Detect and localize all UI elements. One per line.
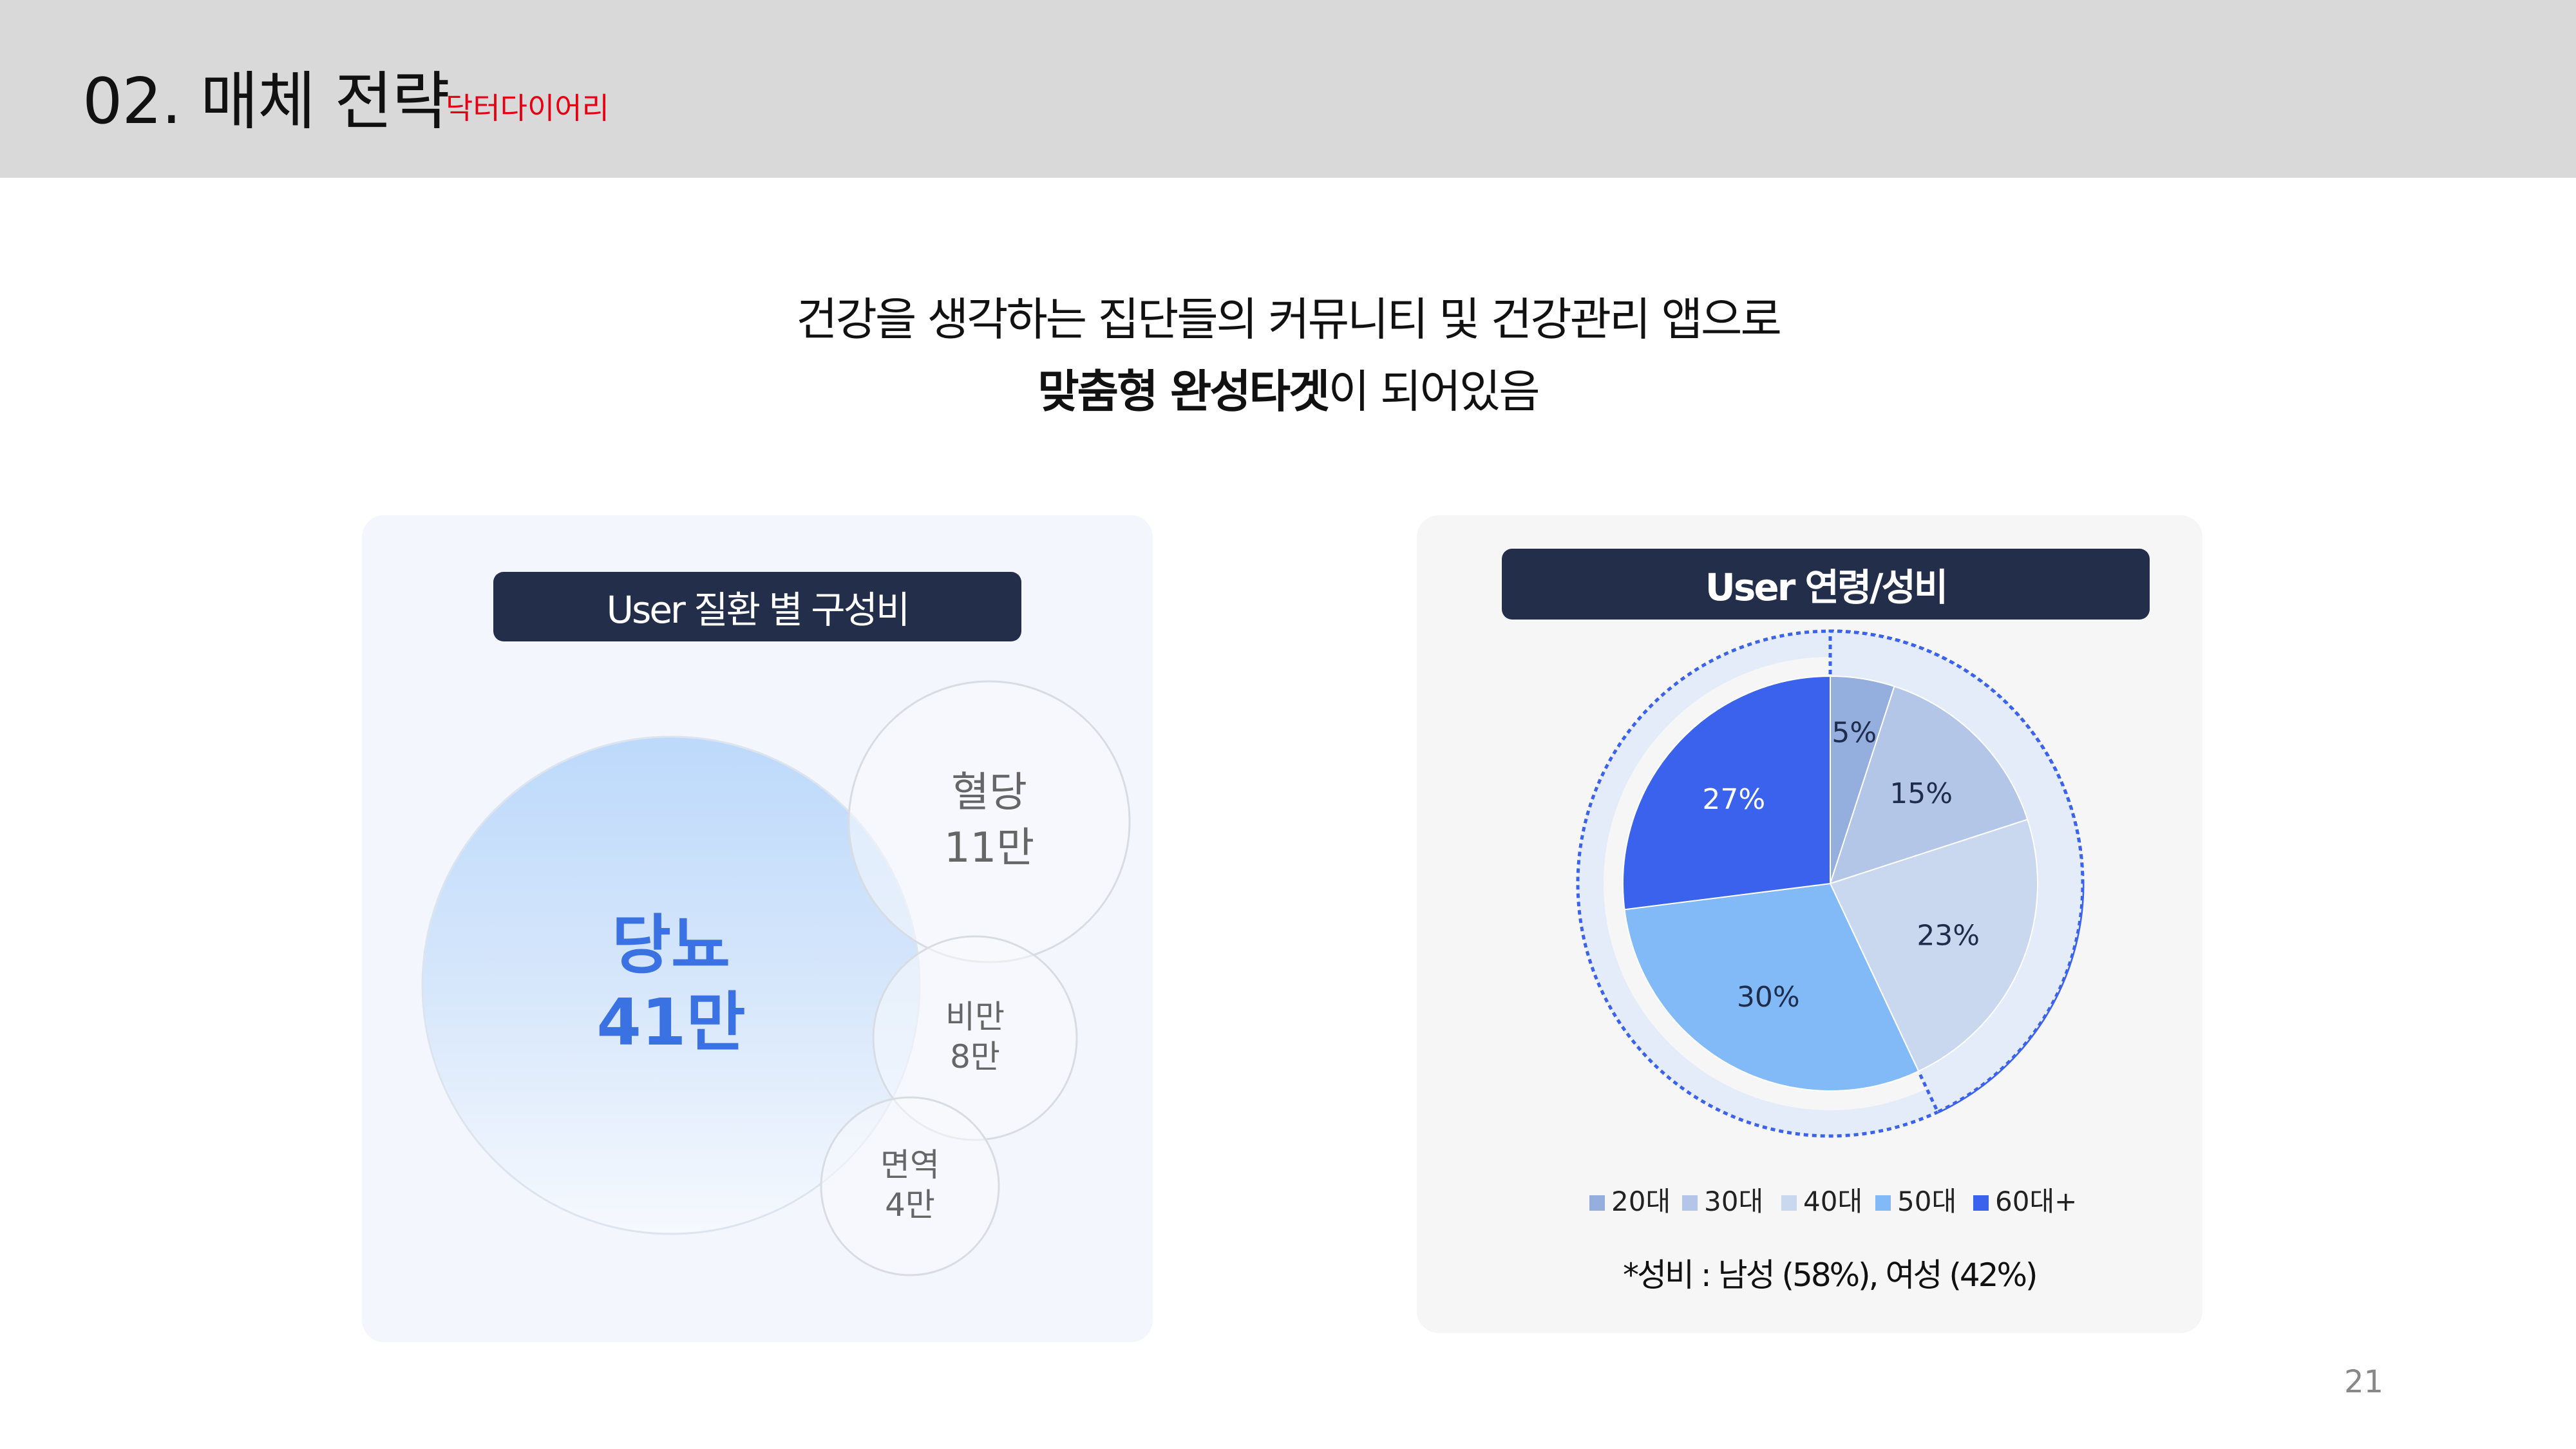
legend-label-5: 60대+ [1995,1186,2077,1217]
bubble-diabetes-value: 41만 [596,985,745,1060]
legend-swatch-1 [1589,1195,1605,1211]
pie-slice-label-3: 23% [1917,919,1980,952]
pie-slice-2 [1829,685,2029,885]
bubble-diabetes-label: 당뇨 [612,907,730,983]
pie-slice-label-5: 27% [1702,783,1765,816]
header-band [0,0,2576,178]
legend-label-3: 40대 [1803,1186,1862,1217]
legend-swatch-3 [1781,1195,1797,1211]
bubble-immunity-value: 4만 [885,1186,935,1224]
legend-swatch-5 [1973,1195,1989,1211]
pie-slice-label-2: 15% [1889,777,1953,810]
bubble-blood-sugar-label: 혈당 [951,769,1027,817]
bubble-obesity-label: 비만 [945,998,1005,1036]
bubble-obesity-value: 8만 [950,1038,1000,1075]
headline-rest-text: 이 되어있음 [1328,365,1540,418]
pie-slice-4 [1624,882,1920,1092]
legend-label-4: 50대 [1897,1186,1956,1217]
pie-slice-3 [1829,819,2038,1072]
headline-line-2: 맞춤형 완성타겟이 되어있음 [0,355,2576,421]
bubble-immunity [820,1096,1000,1276]
headline-bold-text: 맞춤형 완성타겟 [1037,365,1330,418]
page-subtitle: 닥터다이어리 [446,91,609,126]
bubble-immunity-label: 면역 [880,1146,940,1184]
headline-line-1: 건강을 생각하는 집단들의 커뮤니티 및 건강관리 앱으로 [796,293,1782,346]
bubble-blood-sugar-value: 11만 [944,824,1034,872]
gender-ratio-note: *성비 : 남성 (58%), 여성 (42%) [1623,1256,2038,1294]
age-panel-title: User 연령/성비 [1502,549,2150,620]
legend-label-1: 20대 [1611,1186,1671,1217]
legend-label-2: 30대 [1704,1186,1763,1217]
pie-slice-label-1: 5% [1832,717,1877,750]
disease-panel-title: User 질환 별 구성비 [493,572,1021,641]
page-title: 02. 매체 전략 [82,65,450,138]
page-number: 21 [2344,1364,2384,1400]
legend-swatch-2 [1682,1195,1698,1211]
pie-slice-5 [1622,675,1831,911]
legend-swatch-4 [1875,1195,1891,1211]
pie-slice-label-4: 30% [1737,981,1800,1014]
